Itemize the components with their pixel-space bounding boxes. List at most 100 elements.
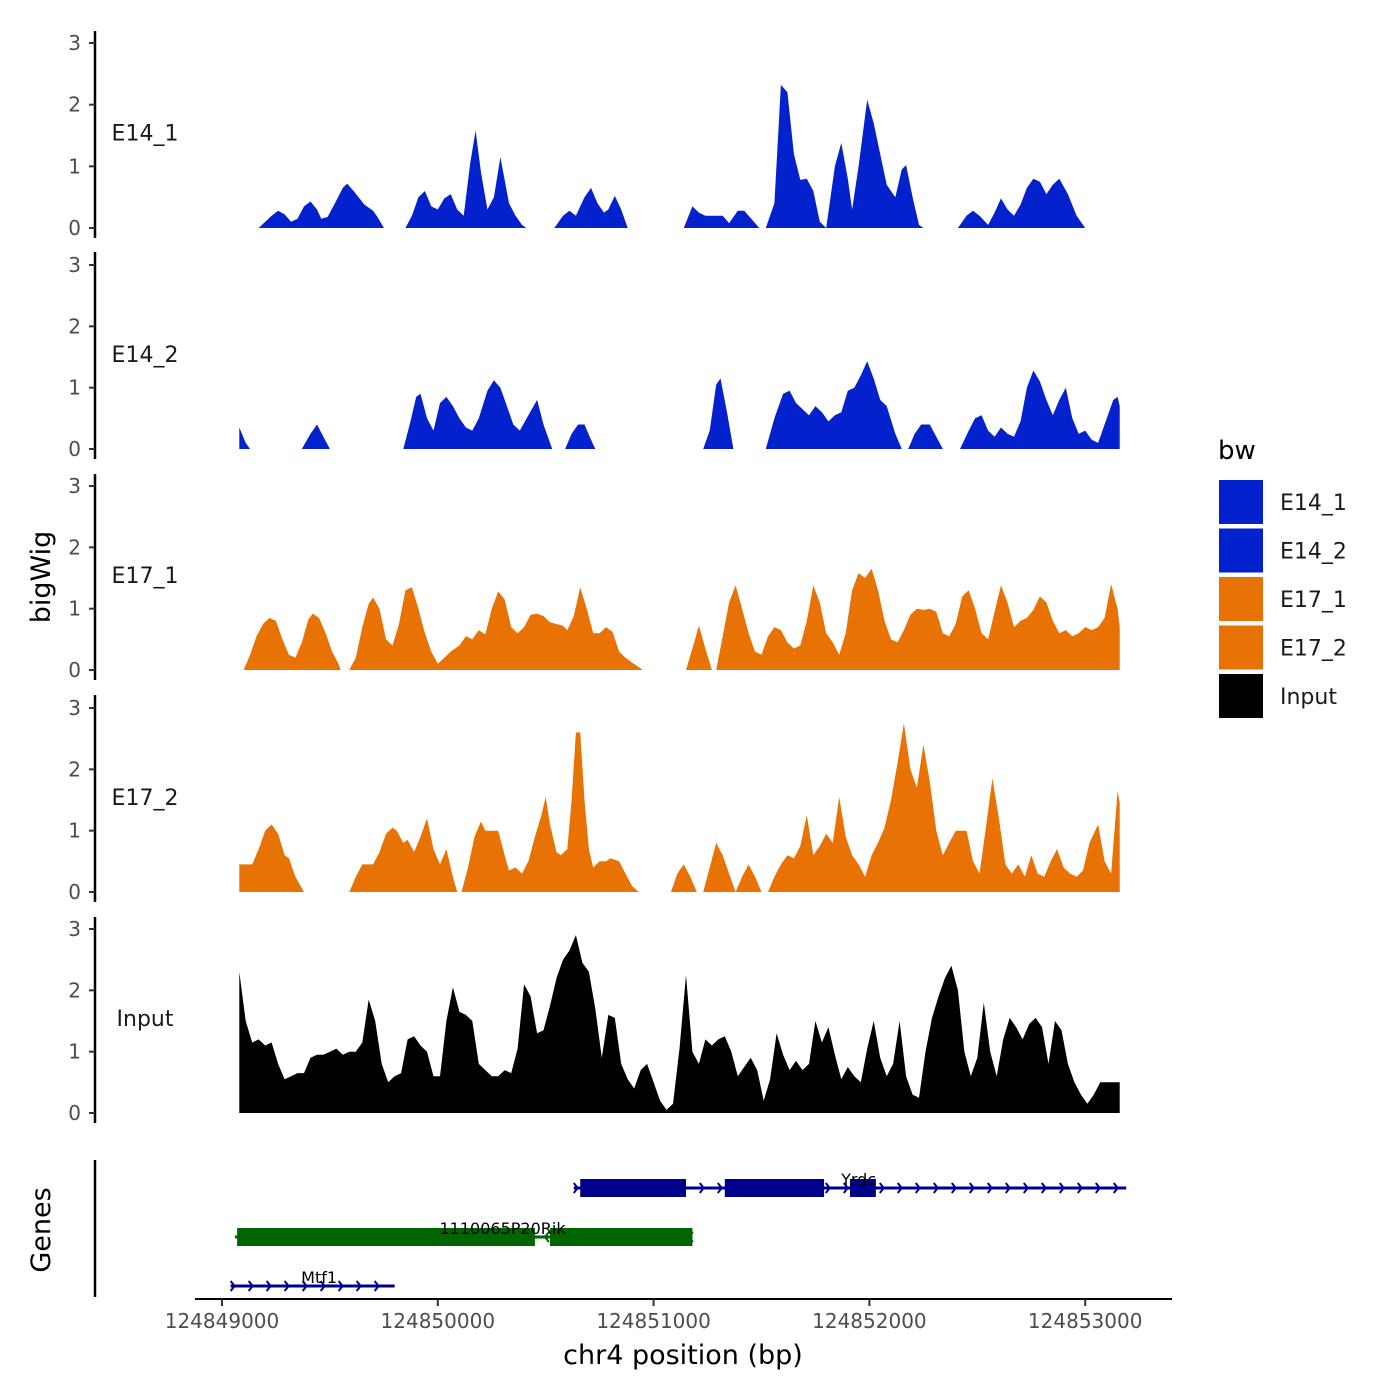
gene-exon bbox=[550, 1228, 693, 1246]
strand-chevron bbox=[301, 1280, 308, 1292]
legend-label: E14_1 bbox=[1280, 491, 1347, 516]
x-tick-label: 124853000 bbox=[1028, 1309, 1143, 1333]
strand-chevron bbox=[1094, 1182, 1102, 1194]
signal-area bbox=[960, 370, 1120, 449]
y-tick-label: 0 bbox=[68, 1101, 81, 1125]
y-tick-label: 1 bbox=[68, 597, 81, 621]
gene-exon bbox=[580, 1179, 686, 1197]
signal-area bbox=[461, 732, 639, 892]
gene-1110065P20Rik: 1110065P20Rik bbox=[234, 1219, 694, 1246]
legend-label: E14_2 bbox=[1280, 540, 1347, 565]
signal-area bbox=[765, 84, 827, 229]
track-E17_1: 0 1 2 3 E17_1 bbox=[68, 474, 1120, 682]
track-label: E17_2 bbox=[112, 786, 179, 811]
strand-chevron bbox=[543, 1231, 550, 1243]
strand-chevron bbox=[914, 1182, 922, 1194]
track-E14_2: 0 1 2 3 E14_2 bbox=[68, 252, 1120, 461]
signal-area bbox=[565, 424, 596, 449]
y-tick-label: 2 bbox=[68, 535, 81, 559]
y-tick-label: 0 bbox=[68, 658, 81, 682]
signal-area bbox=[686, 625, 712, 670]
gene-exon bbox=[849, 1179, 876, 1197]
strand-chevron bbox=[572, 1182, 580, 1194]
legend-swatch bbox=[1219, 674, 1263, 718]
x-tick-label: 124850000 bbox=[381, 1309, 496, 1333]
track-label: E14_2 bbox=[112, 343, 179, 368]
x-tick-label: 124852000 bbox=[812, 1309, 927, 1333]
gene-Yrdc: Yrdc bbox=[572, 1170, 1127, 1197]
gene-label: Mtf1 bbox=[301, 1268, 337, 1287]
x-tick-label: 124849000 bbox=[165, 1309, 280, 1333]
y-tick-label: 1 bbox=[68, 819, 81, 843]
y-tick-label: 2 bbox=[68, 93, 81, 117]
track-E17_2: 0 1 2 3 E17_2 bbox=[68, 695, 1120, 904]
strand-chevron bbox=[1040, 1182, 1048, 1194]
signal-area bbox=[683, 206, 760, 228]
strand-chevron bbox=[986, 1182, 994, 1194]
legend-title: bw bbox=[1218, 436, 1256, 466]
gene-label: 1110065P20Rik bbox=[439, 1219, 566, 1238]
gene-track: Yrdc 1110065P20Rik Mtf1 bbox=[93, 1160, 1127, 1297]
legend-label: Input bbox=[1280, 685, 1337, 710]
signal-area bbox=[258, 183, 384, 228]
strand-chevron bbox=[265, 1280, 272, 1292]
y-tick-label: 3 bbox=[68, 917, 81, 941]
gene-exon bbox=[724, 1179, 825, 1197]
signal-area bbox=[554, 187, 628, 228]
y-tick-label: 1 bbox=[68, 376, 81, 400]
y-tick-label: 0 bbox=[68, 880, 81, 904]
y-tick-label: 3 bbox=[68, 31, 81, 55]
signal-area bbox=[403, 380, 553, 449]
track-E14_1: 0 1 2 3 E14_1 bbox=[68, 31, 1086, 240]
y-tick-label: 2 bbox=[68, 314, 81, 338]
legend-swatch bbox=[1219, 480, 1263, 524]
signal-area bbox=[826, 99, 924, 228]
strand-chevron bbox=[319, 1280, 326, 1292]
strand-chevron bbox=[247, 1280, 254, 1292]
signal-area bbox=[768, 723, 1120, 892]
signal-area bbox=[239, 935, 1120, 1113]
gene-label: Yrdc bbox=[840, 1170, 876, 1189]
y-tick-label: 3 bbox=[68, 474, 81, 498]
y-tick-label: 0 bbox=[68, 437, 81, 461]
track-label: E14_1 bbox=[112, 121, 179, 146]
signal-area bbox=[239, 824, 304, 892]
strand-chevron bbox=[1058, 1182, 1066, 1194]
y-axis-title: bigWig bbox=[26, 531, 57, 624]
strand-chevron bbox=[896, 1182, 904, 1194]
track-Input: 0 1 2 3 Input bbox=[68, 917, 1120, 1125]
gene-exon bbox=[237, 1228, 535, 1246]
track-label: Input bbox=[117, 1007, 174, 1032]
signal-tracks: 0 1 2 3 E14_1 0 1 2 3 E14_2 0 1 2 3 E17_1 0 1 2 3 E17_2 0 1 2 3… bbox=[68, 31, 1120, 1125]
y-tick-label: 3 bbox=[68, 696, 81, 720]
strand-chevron bbox=[950, 1182, 958, 1194]
track-label: E17_1 bbox=[112, 564, 179, 589]
strand-chevron bbox=[1022, 1182, 1030, 1194]
signal-area bbox=[349, 587, 643, 670]
signal-area bbox=[908, 424, 943, 449]
signal-area bbox=[716, 568, 1120, 670]
legend-label: E17_1 bbox=[1280, 588, 1347, 613]
signal-area bbox=[765, 361, 902, 449]
strand-chevron bbox=[1076, 1182, 1084, 1194]
legend-swatch bbox=[1219, 528, 1263, 573]
strand-chevron bbox=[878, 1182, 886, 1194]
legend: bw E14_1 E14_2 E17_1 E17_2 Input bbox=[1218, 436, 1347, 718]
signal-area bbox=[349, 818, 458, 892]
signal-area bbox=[703, 378, 734, 449]
y-tick-label: 0 bbox=[68, 216, 81, 240]
y-tick-label: 2 bbox=[68, 978, 81, 1002]
legend-swatch bbox=[1219, 577, 1263, 621]
strand-chevron bbox=[355, 1280, 362, 1292]
y-tick-label: 1 bbox=[68, 1040, 81, 1064]
x-axis: 124849000 124850000 124851000 124852000 1248… bbox=[165, 1298, 1172, 1333]
strand-chevron bbox=[932, 1182, 940, 1194]
strand-chevron bbox=[968, 1182, 976, 1194]
strand-chevron bbox=[1004, 1182, 1012, 1194]
strand-chevron bbox=[824, 1182, 832, 1194]
y-tick-label: 2 bbox=[68, 757, 81, 781]
signal-area bbox=[301, 424, 330, 449]
strand-chevron bbox=[337, 1280, 344, 1292]
strand-chevron bbox=[716, 1182, 724, 1194]
